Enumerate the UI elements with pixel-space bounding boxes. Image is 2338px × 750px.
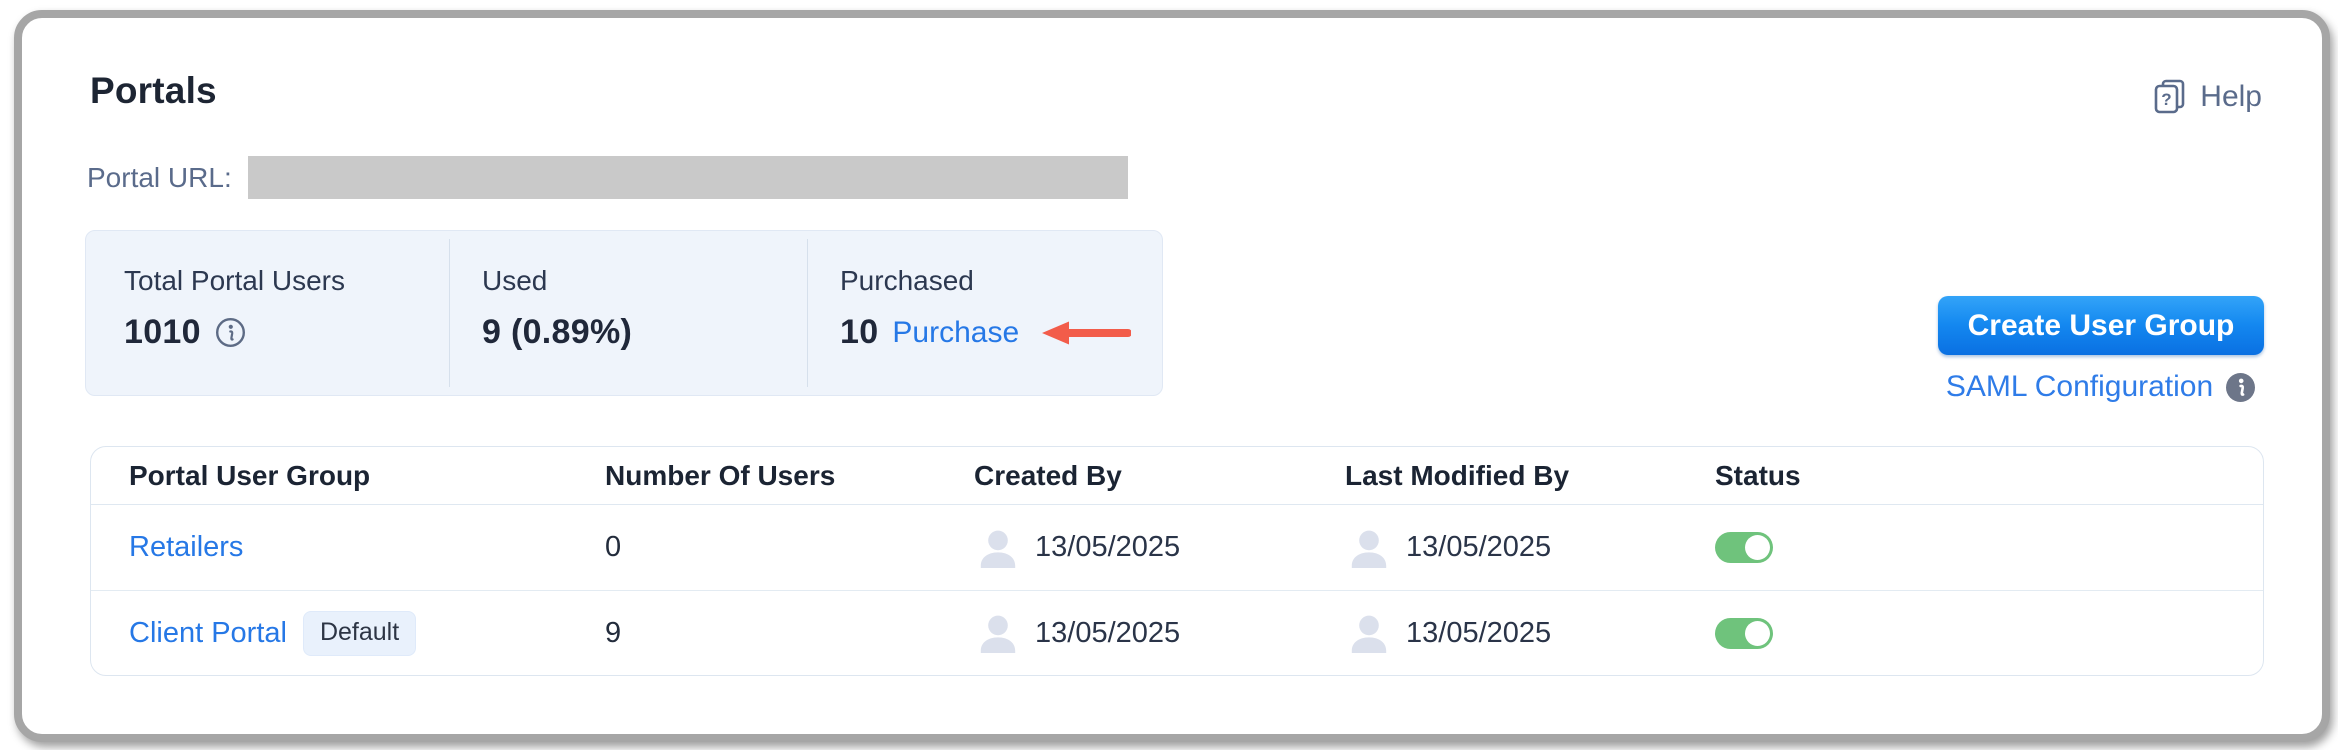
stat-purchased: Purchased 10 Purchase: [807, 239, 1162, 387]
stat-used: Used 9 (0.89%): [449, 239, 807, 387]
group-link-retailers[interactable]: Retailers: [129, 531, 244, 563]
portals-settings-window: Portals ? Help Portal URL: Total Portal …: [14, 10, 2330, 742]
status-toggle-client-portal[interactable]: [1715, 617, 1773, 649]
table-row: Retailers 0 13/05/2025: [91, 505, 2263, 590]
stat-total-portal-users: Total Portal Users 1010: [86, 231, 449, 395]
created-date: 13/05/2025: [1035, 531, 1181, 563]
purchase-link[interactable]: Purchase: [892, 315, 1020, 349]
stat-total-label: Total Portal Users: [124, 265, 345, 296]
page-title: Portals: [90, 70, 217, 111]
avatar: [1345, 609, 1393, 657]
group-link-client-portal[interactable]: Client Portal: [129, 616, 287, 649]
portal-url-label: Portal URL:: [87, 161, 232, 193]
avatar: [1345, 524, 1393, 572]
table-header-row: Portal User Group Number Of Users Create…: [91, 447, 2263, 505]
avatar: [974, 524, 1022, 572]
col-header-portal-user-group: Portal User Group: [129, 459, 371, 491]
portal-users-stats-panel: Total Portal Users 1010 Used 9 (0.89%: [85, 230, 1163, 396]
svg-text:?: ?: [2162, 90, 2172, 109]
info-outline-icon[interactable]: [215, 317, 246, 348]
col-header-created-by: Created By: [974, 459, 1122, 491]
stat-used-value: 9 (0.89%): [482, 313, 633, 351]
table-row: Client Portal Default 9 13/05/2025: [91, 590, 2263, 675]
avatar: [974, 609, 1022, 657]
users-count: 9: [605, 616, 622, 649]
help-button[interactable]: ? Help: [2152, 78, 2262, 116]
help-doc-icon: ?: [2152, 78, 2188, 116]
portal-url-row: Portal URL:: [87, 156, 1128, 199]
saml-configuration-row: SAML Configuration: [1922, 370, 2280, 404]
created-date: 13/05/2025: [1035, 616, 1181, 649]
create-user-group-button[interactable]: Create User Group: [1938, 296, 2264, 355]
portal-url-redacted-value: [247, 156, 1128, 199]
red-arrow-left-annotation: [1039, 319, 1132, 347]
col-header-number-of-users: Number Of Users: [605, 459, 836, 491]
info-filled-icon[interactable]: [2225, 372, 2256, 403]
default-badge: Default: [302, 610, 417, 656]
stat-purchased-value: 10: [840, 313, 879, 351]
saml-configuration-link[interactable]: SAML Configuration: [1945, 370, 2214, 403]
status-toggle-retailers[interactable]: [1715, 532, 1773, 563]
portal-user-groups-table: Portal User Group Number Of Users Create…: [90, 446, 2264, 676]
users-count: 0: [605, 531, 622, 563]
stat-used-label: Used: [482, 265, 548, 296]
stat-total-value: 1010: [124, 313, 201, 351]
col-header-last-modified-by: Last Modified By: [1345, 459, 1570, 491]
modified-date: 13/05/2025: [1406, 531, 1552, 563]
col-header-status: Status: [1715, 459, 1801, 491]
modified-date: 13/05/2025: [1406, 616, 1552, 649]
stat-purchased-label: Purchased: [840, 265, 974, 296]
help-label: Help: [2200, 80, 2262, 113]
